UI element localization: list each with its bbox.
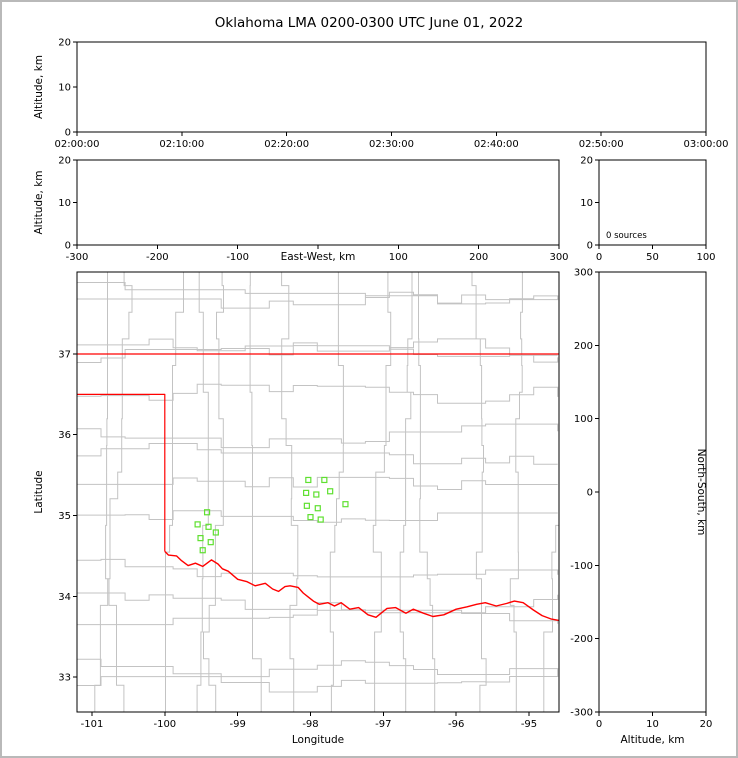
- y-tick-label: 10: [58, 83, 71, 94]
- y-tick-label: -300: [570, 708, 593, 719]
- y-tick-label: 10: [58, 198, 71, 209]
- ew_height-frame: [76, 159, 560, 246]
- x-tick-label: -100: [153, 719, 176, 730]
- x-tick-label: 02:20:00: [264, 139, 309, 150]
- state-border-red-river: [164, 550, 559, 622]
- x-tick-label: 02:30:00: [369, 139, 414, 150]
- y-tick-label: 0: [65, 241, 71, 252]
- x-axis-title: Altitude, km: [620, 734, 684, 746]
- x-tick-label: -300: [66, 252, 89, 263]
- lma-station-marker: [342, 501, 349, 508]
- lma-station-marker: [207, 539, 214, 546]
- lma-station-marker: [305, 476, 312, 484]
- y-axis-title: Altitude, km: [33, 55, 45, 119]
- x-tick-label: 100: [696, 252, 715, 263]
- x-tick-label: 0: [596, 719, 602, 730]
- lma-station-marker: [307, 514, 314, 521]
- right-axis-title: North-South, km: [695, 449, 707, 536]
- y-tick-label: 36: [58, 430, 71, 441]
- x-tick-label: -99: [229, 719, 245, 730]
- lma-station-marker: [203, 509, 211, 516]
- x-tick-label: 50: [646, 252, 659, 263]
- x-tick-label: -100: [226, 252, 249, 263]
- x-tick-label: -98: [302, 719, 318, 730]
- y-tick-label: 33: [58, 673, 71, 684]
- x-tick-label: -200: [146, 252, 169, 263]
- lma-station-marker: [205, 523, 212, 530]
- y-tick-label: 20: [58, 38, 71, 49]
- map-frame: [76, 271, 560, 713]
- x-axis-title: Longitude: [292, 734, 344, 746]
- y-tick-label: 200: [574, 341, 593, 352]
- y-tick-label: 100: [574, 414, 593, 425]
- lma-station-marker: [303, 489, 310, 496]
- y-tick-label: 0: [65, 128, 71, 139]
- x-tick-label: 20: [700, 719, 713, 730]
- y-tick-label: 20: [58, 156, 71, 167]
- lma-station-marker: [321, 476, 328, 484]
- lma-station-marker: [194, 521, 201, 528]
- time_height-frame: [76, 41, 707, 133]
- map-layer: [77, 272, 559, 712]
- y-tick-label: -100: [570, 561, 593, 572]
- lma-station-marker: [212, 529, 219, 536]
- y-tick-label: 10: [580, 198, 593, 209]
- y-tick-label: 37: [58, 349, 71, 360]
- lma-station-marker: [327, 488, 334, 495]
- plot-title: Oklahoma LMA 0200-0300 UTC June 01, 2022: [214, 15, 524, 31]
- source-count-annotation: 0 sources: [606, 231, 647, 241]
- y-tick-label: -200: [570, 634, 593, 645]
- x-tick-label: -96: [448, 719, 464, 730]
- x-tick-label: 0: [596, 252, 602, 263]
- x-tick-label: 03:00:00: [684, 139, 729, 150]
- y-tick-label: 35: [58, 511, 71, 522]
- x-tick-label: 02:50:00: [579, 139, 624, 150]
- lma-station-marker: [303, 502, 310, 509]
- lma-station-marker: [313, 491, 320, 498]
- y-tick-label: 20: [580, 156, 593, 167]
- x-tick-label: -101: [81, 719, 104, 730]
- x-tick-label: 200: [469, 252, 488, 263]
- ns_height-frame: [598, 271, 707, 713]
- y-tick-label: 0: [587, 488, 593, 499]
- x-tick-label: 02:00:00: [55, 139, 100, 150]
- y-axis-title: Latitude: [33, 470, 45, 513]
- x-tick-label: 02:40:00: [474, 139, 519, 150]
- x-tick-label: -95: [521, 719, 537, 730]
- county-boundaries: [77, 272, 559, 712]
- lma-station-marker: [199, 547, 206, 554]
- y-tick-label: 34: [58, 592, 71, 603]
- state-border-panhandle: [77, 393, 166, 552]
- y-tick-label: 300: [574, 268, 593, 279]
- x-axis-title: East-West, km: [281, 251, 356, 263]
- x-tick-label: 02:10:00: [159, 139, 204, 150]
- lma-station-marker: [197, 535, 204, 542]
- y-tick-label: 0: [587, 241, 593, 252]
- x-tick-label: -97: [375, 719, 391, 730]
- x-tick-label: 10: [646, 719, 659, 730]
- x-tick-label: 100: [389, 252, 408, 263]
- y-axis-title: Altitude, km: [33, 170, 45, 234]
- lma-station-marker: [317, 516, 324, 523]
- lma-station-marker: [314, 505, 321, 512]
- x-tick-label: 300: [549, 252, 568, 263]
